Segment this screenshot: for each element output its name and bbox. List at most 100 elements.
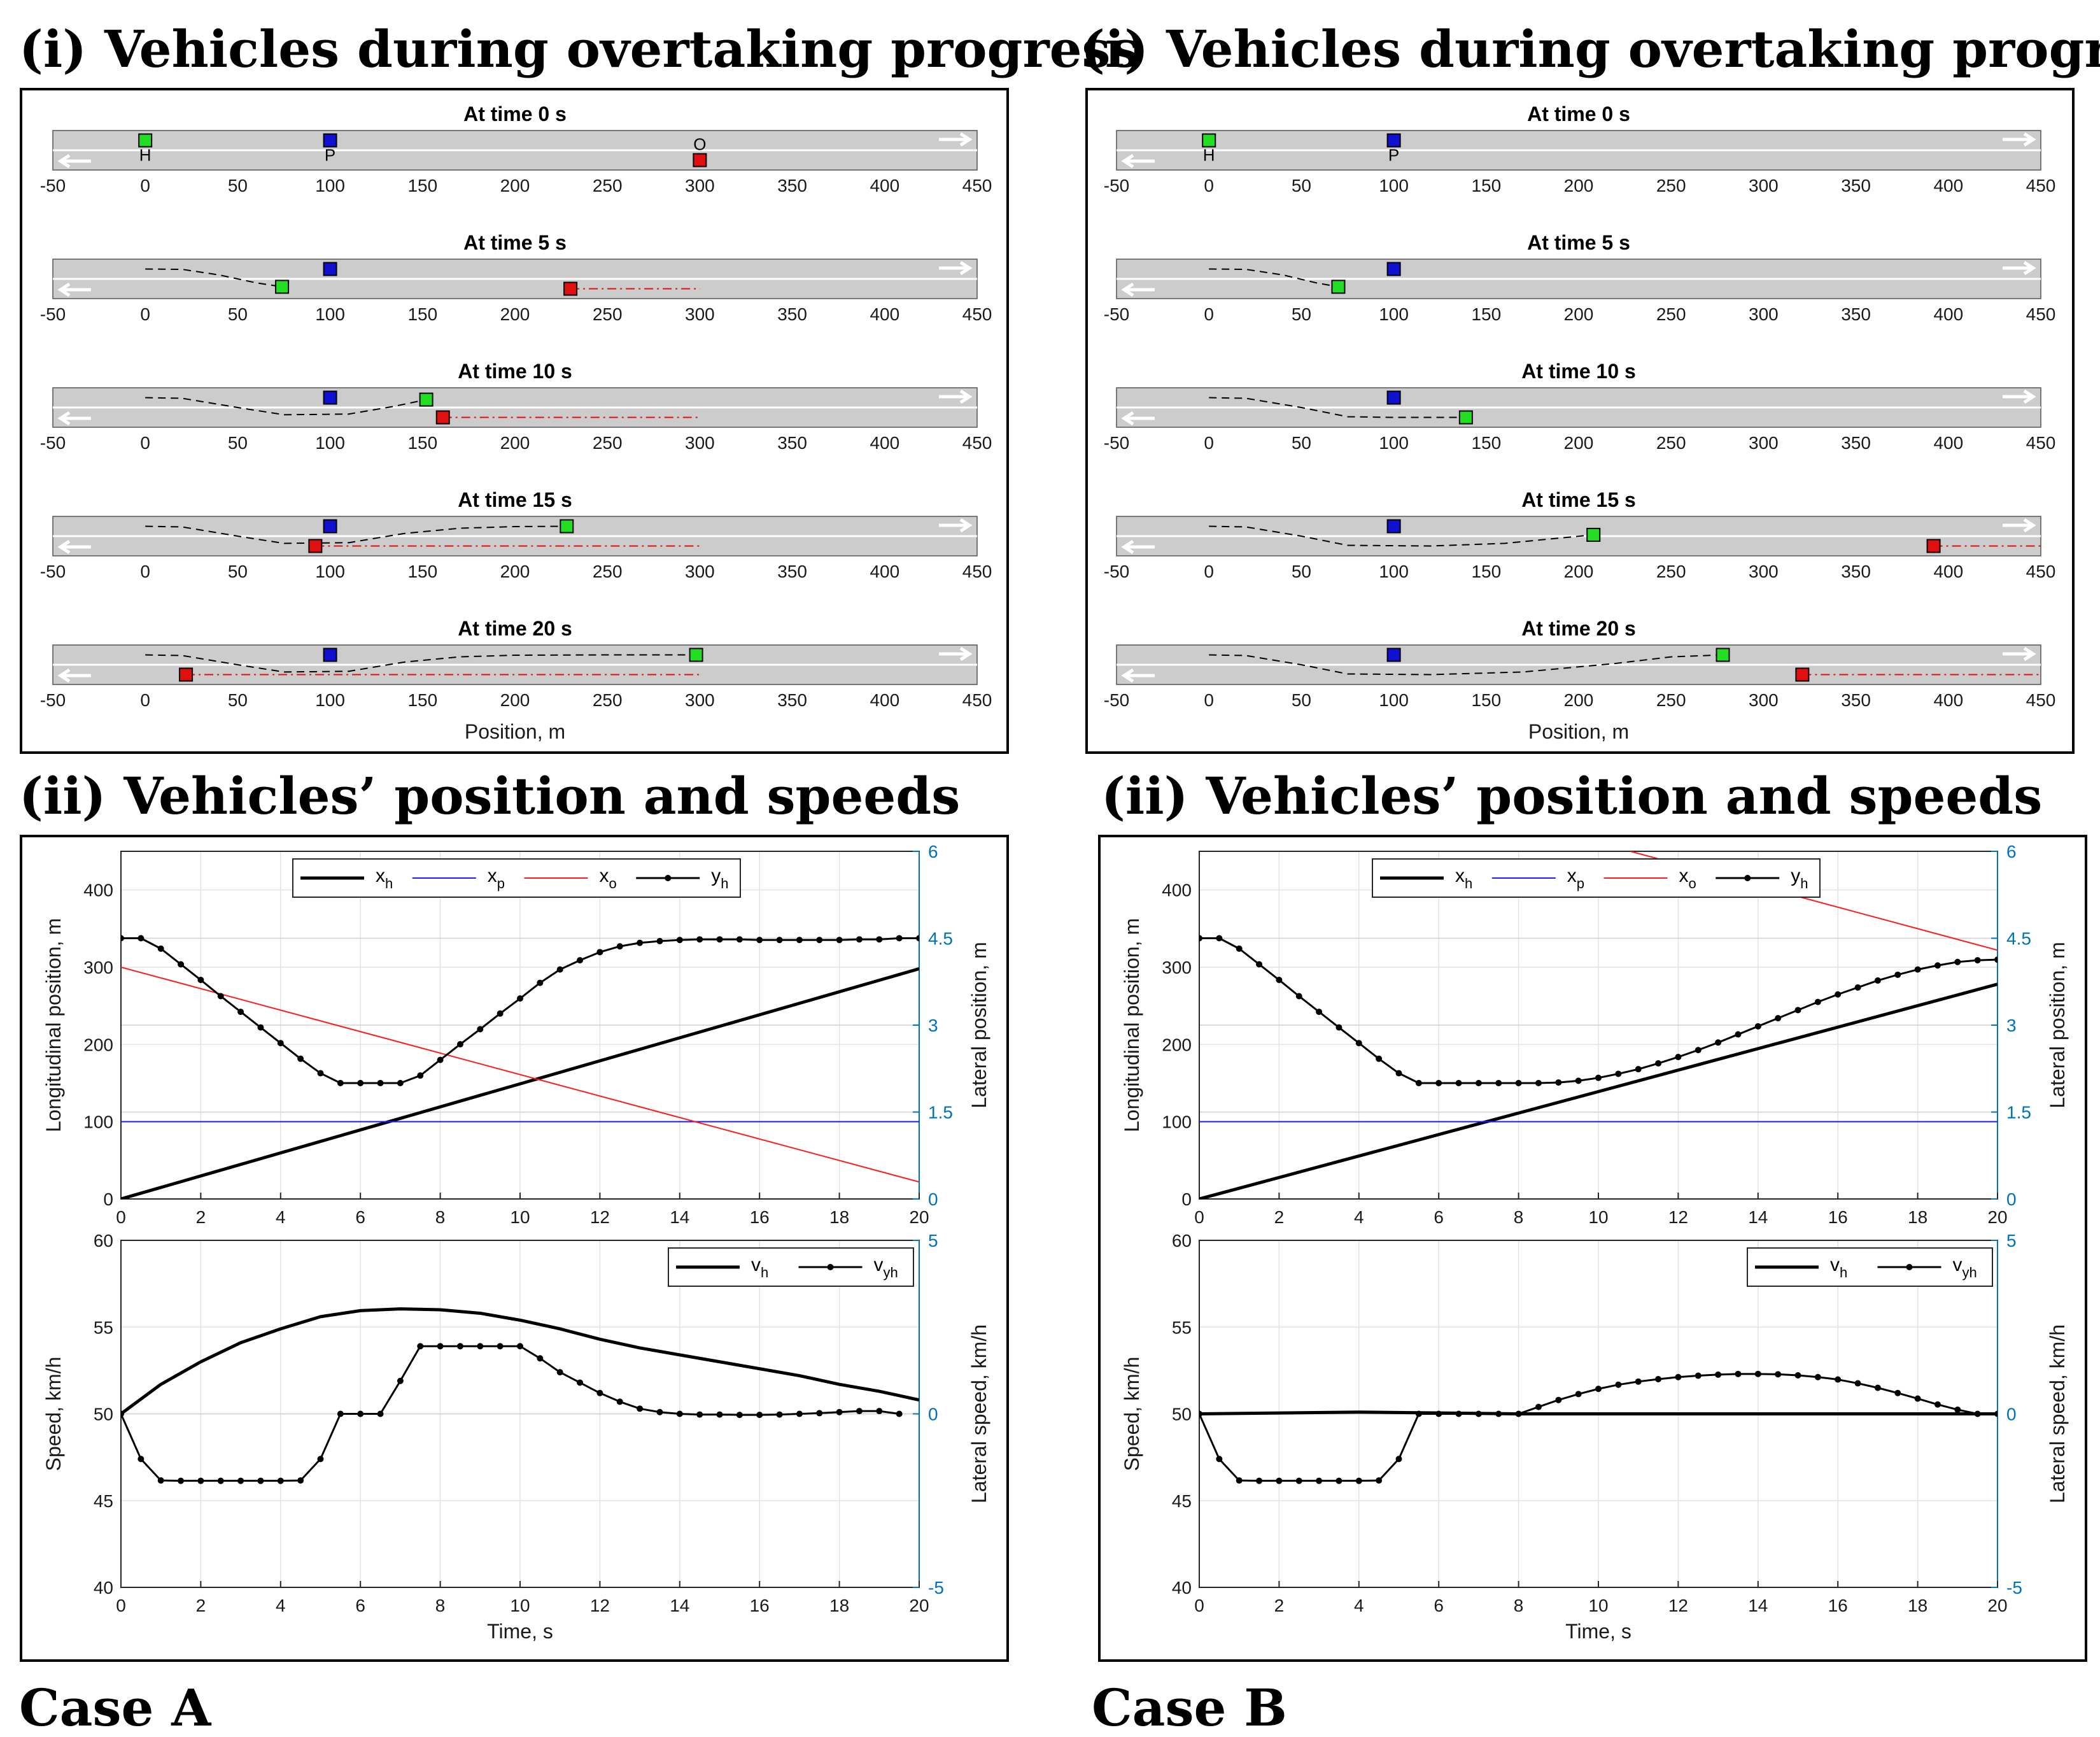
direction-arrow-left-head-icon [57,539,71,555]
data-point-y-h [676,937,683,944]
x-tick-label: -50 [40,562,66,581]
legend-label-base: v [1830,1254,1840,1275]
direction-arrow-right-head-icon [2023,518,2036,533]
preceding-vehicle [1386,390,1401,405]
data-point-y-h [796,937,803,944]
snapshot-title: At time 0 s [1527,103,1630,125]
oncoming-vehicle [1795,667,1810,682]
snapshot-panel-B-snapshots: At time 0 s -50 0 50 100 150 200 250 300 350 400 45… [1104,103,2056,743]
data-point-v-yh [716,1411,723,1418]
data-point-y-h [1695,1047,1702,1054]
data-point-y-h [537,979,544,986]
x-tick-label: 100 [1379,176,1409,195]
data-point-v-yh [1894,1389,1901,1396]
oncoming-vehicle [179,667,194,682]
oncoming-vehicle [563,281,578,296]
data-point-v-yh [337,1410,344,1417]
data-point-y-h [317,1070,324,1077]
legend-label-sub: h [385,876,393,891]
data-point-v-yh [121,1410,124,1417]
data-point-y-h [1199,935,1202,942]
x-tick-label: 20 [1987,1596,2007,1615]
data-point-v-yh [1715,1371,1722,1378]
data-point-v-yh [1934,1401,1941,1408]
snapshot-title: At time 15 s [1521,488,1636,511]
data-point-v-yh [537,1355,544,1362]
data-point-v-yh [1475,1410,1482,1417]
data-point-v-yh [157,1477,164,1484]
data-point-v-yh [1415,1410,1422,1417]
data-point-y-h [377,1080,384,1086]
x-tick-label: 200 [1564,176,1594,195]
y-right-tick-label: 3 [928,1016,938,1035]
data-point-y-h [637,939,644,946]
y-right-axis-label: Lateral position, m [968,942,990,1108]
data-point-y-h [1974,957,1981,964]
x-tick-label: 100 [315,562,345,581]
x-tick-label: 150 [407,176,437,195]
x-tick-label: 200 [1564,562,1594,581]
data-point-y-h [1335,1024,1342,1031]
direction-arrow-left-head-icon [57,153,71,169]
data-point-v-yh [477,1343,484,1350]
x-tick-label: 50 [1292,433,1311,453]
data-point-v-yh [1355,1477,1362,1484]
case-a-snapshot-frame [20,88,1009,754]
data-point-y-h [1735,1031,1742,1038]
y-tick-label: 300 [1162,958,1192,977]
x-tick-label: 150 [407,690,437,710]
legend-label-sub: yh [1963,1265,1977,1280]
data-point-y-h [121,935,124,942]
data-point-y-h [297,1055,304,1062]
x-tick-label: 50 [228,176,248,195]
preceding-vehicle [323,519,337,534]
x-tick-label: 50 [1292,690,1311,710]
x-tick-label: 400 [870,433,899,453]
data-point-v-yh [1635,1378,1642,1385]
data-point-y-h [836,937,843,944]
case-b-title-ii: (ii) Vehicles’ position and speeds [1101,766,2042,826]
x-tick-label: 400 [1933,176,1963,195]
x-tick-label: 250 [593,304,623,324]
x-tick-label: 300 [1749,562,1779,581]
legend-label-sub: o [609,876,617,891]
data-point-v-yh [856,1408,863,1415]
data-point-v-yh [1775,1371,1782,1378]
data-point-v-yh [1335,1477,1342,1484]
x-tick-label: -50 [40,690,66,710]
x-tick-label: 100 [315,433,345,453]
data-point-v-yh [1575,1391,1582,1398]
legend-marker [1744,875,1751,881]
legend-label-sub: h [721,876,728,891]
data-point-v-yh [456,1343,463,1350]
x-tick-label: 4 [276,1207,286,1227]
legend: xh xp xo yh [1372,858,1821,898]
x-tick-label: 8 [1514,1596,1524,1615]
data-point-v-yh [656,1408,663,1415]
data-point-v-yh [1376,1477,1383,1484]
data-point-y-h [556,966,563,973]
y-tick-label: 40 [1172,1578,1192,1598]
host-trajectory [145,268,283,288]
data-point-v-yh [637,1405,644,1412]
oncoming-vehicle [693,153,707,167]
x-tick-label: 0 [1194,1596,1204,1615]
data-point-v-yh [1216,1456,1223,1463]
x-tick-label: 300 [1749,433,1779,453]
x-tick-label: 50 [228,690,248,710]
data-point-y-h [178,961,185,968]
case-b-timeseries-frame [1098,835,2087,1662]
x-tick-label: 12 [1668,1596,1688,1615]
direction-arrow-left-head-icon [57,668,71,683]
host-vehicle [560,519,574,534]
x-tick-label: -50 [1104,690,1129,710]
data-point-v-yh [197,1477,204,1484]
data-point-v-yh [397,1377,404,1384]
data-point-v-yh [577,1379,584,1386]
data-point-y-h [1595,1074,1602,1081]
x-tick-label: 0 [140,562,150,581]
data-point-y-h [776,937,783,944]
legend-label-sub: h [1840,1265,1847,1280]
x-axis-label: Position, m [465,720,565,743]
data-point-v-yh [596,1389,603,1396]
